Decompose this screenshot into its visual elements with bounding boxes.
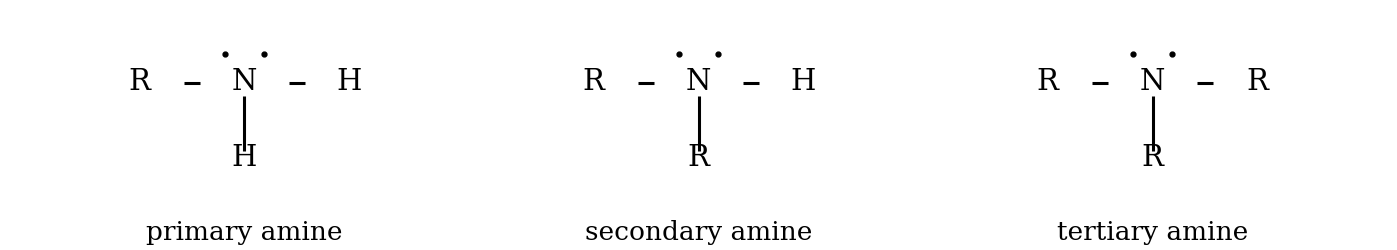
Text: R: R <box>1037 68 1059 96</box>
Text: R: R <box>583 68 605 96</box>
Text: R: R <box>687 144 710 172</box>
Text: N: N <box>686 68 711 96</box>
Text: R: R <box>1246 68 1268 96</box>
Text: tertiary amine: tertiary amine <box>1058 220 1248 245</box>
Text: R: R <box>129 68 151 96</box>
Text: secondary amine: secondary amine <box>585 220 812 245</box>
Text: H: H <box>232 144 257 172</box>
Text: H: H <box>791 68 816 96</box>
Text: primary amine: primary amine <box>147 220 342 245</box>
Text: N: N <box>1140 68 1165 96</box>
Text: R: R <box>1141 144 1164 172</box>
Text: H: H <box>337 68 362 96</box>
Text: N: N <box>232 68 257 96</box>
